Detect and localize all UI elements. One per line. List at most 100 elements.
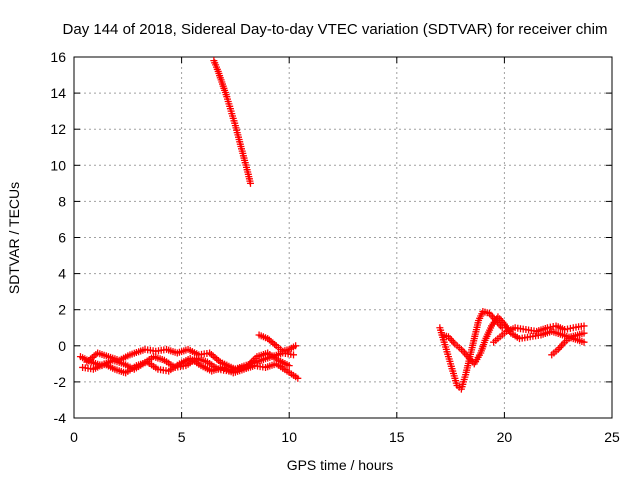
data-point <box>292 342 300 350</box>
data-point <box>246 179 254 187</box>
data-point-fill <box>481 308 491 317</box>
data-point-fill <box>96 350 110 360</box>
y-tick-label: 12 <box>50 121 66 137</box>
data-point-fill <box>207 351 222 364</box>
data-point-fill <box>440 332 450 340</box>
data-point-fill <box>199 363 214 374</box>
data-point-fill <box>211 59 221 73</box>
data-point-fill <box>113 366 127 376</box>
series-track-7 <box>438 313 588 368</box>
data-point-fill <box>135 359 149 369</box>
series-track-8 <box>490 322 588 346</box>
data-point-fill <box>550 347 560 357</box>
y-tick-label: 4 <box>58 266 66 282</box>
data-point-fill <box>188 356 203 368</box>
data-point-fill <box>215 70 226 86</box>
data-point <box>285 362 293 370</box>
data-point-fill <box>221 365 235 376</box>
x-tick-label: 5 <box>178 429 186 445</box>
data-point-fill <box>281 346 291 355</box>
x-tick-label: 20 <box>497 429 513 445</box>
data-point-fill <box>477 339 488 355</box>
data-point-fill <box>505 325 517 334</box>
data-point-fill <box>85 351 100 364</box>
series-track-9 <box>548 329 588 359</box>
data-point-fill <box>245 173 254 185</box>
data-point-fill <box>571 335 586 345</box>
data-point <box>290 351 298 359</box>
data-point <box>580 322 588 330</box>
data-point-fill <box>165 346 179 356</box>
series-track-5 <box>210 57 254 187</box>
data-point-fill <box>564 324 574 333</box>
data-point-fill <box>210 364 224 374</box>
data-point <box>580 329 588 337</box>
data-point-fill <box>487 311 498 323</box>
data-point <box>294 374 302 382</box>
data-point-fill <box>107 353 121 363</box>
data-point-fill <box>232 124 243 143</box>
y-tick-label: 8 <box>58 193 66 209</box>
data-point-fill <box>482 324 495 342</box>
y-tick-label: 10 <box>50 157 66 173</box>
data-point-fill <box>445 355 456 373</box>
data-point-fill <box>124 363 138 375</box>
data-point-fill <box>257 332 269 342</box>
y-tick-label: 16 <box>50 49 66 65</box>
y-tick-label: 0 <box>58 338 66 354</box>
data-marks <box>76 57 588 393</box>
data-point-fill <box>254 362 267 371</box>
data-point-fill <box>198 350 211 358</box>
y-axis-label: SDTVAR / TECUs <box>6 182 22 294</box>
data-point-fill <box>498 329 508 339</box>
series-track-3 <box>83 345 293 373</box>
data-point-fill <box>476 310 486 322</box>
data-point-fill <box>459 347 470 359</box>
chart-title: Day 144 of 2018, Sidereal Day-to-day VTE… <box>63 21 608 38</box>
data-point-fill <box>569 332 579 340</box>
x-tick-label: 10 <box>281 429 297 445</box>
data-point-fill <box>167 361 181 374</box>
data-point-fill <box>496 315 507 326</box>
data-point-fill <box>92 361 106 372</box>
data-point-fill <box>219 359 237 372</box>
data-point-fill <box>458 373 469 391</box>
data-point-fill <box>274 361 289 374</box>
data-point-fill <box>244 354 259 370</box>
data-point-fill <box>471 319 482 340</box>
data-point-fill <box>518 333 531 342</box>
data-point-fill <box>472 351 483 366</box>
data-point-fill <box>535 325 549 335</box>
series-track-4 <box>255 331 300 355</box>
data-point-fill <box>539 328 554 338</box>
grid <box>74 57 612 418</box>
data-point-fill <box>287 343 297 352</box>
data-point-fill <box>550 328 564 338</box>
data-point-fill <box>234 364 247 373</box>
data-point-fill <box>102 361 117 372</box>
data-point-fill <box>236 140 247 160</box>
data-point-fill <box>117 352 132 363</box>
x-tick-label: 0 <box>70 429 78 445</box>
data-point-fill <box>157 366 170 375</box>
data-point-fill <box>265 336 279 348</box>
data-point-fill <box>152 353 166 363</box>
data-point-fill <box>572 322 585 331</box>
y-tick-label: -4 <box>54 410 67 426</box>
data-point-fill <box>186 347 201 358</box>
data-point-fill <box>274 344 285 353</box>
y-tick-label: 2 <box>58 302 66 318</box>
data-point-fill <box>264 361 278 371</box>
x-axis-label: GPS time / hours <box>287 457 394 473</box>
series-track-6 <box>436 308 506 393</box>
data-point-fill <box>228 110 239 127</box>
data-point-fill <box>453 342 463 352</box>
x-tick-label: 25 <box>604 429 620 445</box>
data-point-fill <box>446 335 457 346</box>
data-point-fill <box>554 323 566 333</box>
data-point-fill <box>556 340 567 352</box>
data-point-fill <box>178 356 192 367</box>
data-point-fill <box>509 331 521 341</box>
y-tick-label: 6 <box>58 230 66 246</box>
axis-ticks: 0 5 10 15 20 25 -4 -2 0 2 4 6 8 10 12 14 16 <box>50 49 620 445</box>
